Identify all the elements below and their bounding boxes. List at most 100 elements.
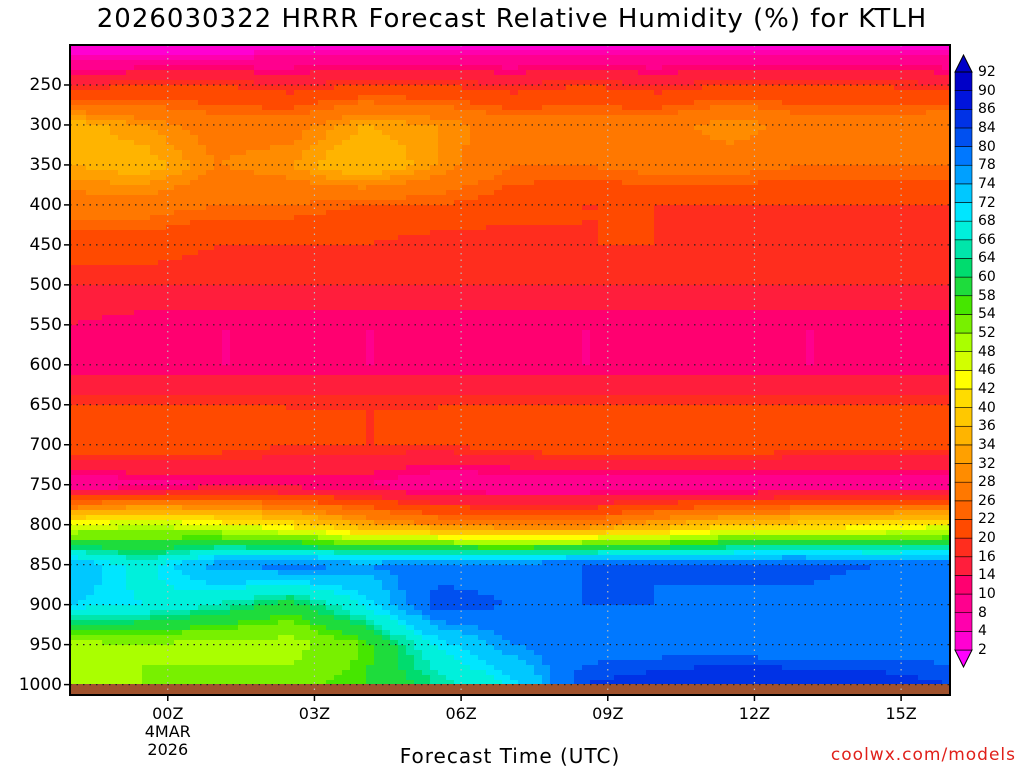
rh-cell	[406, 200, 415, 206]
rh-cell	[830, 100, 839, 106]
rh-cell	[742, 175, 751, 181]
rh-cell	[190, 150, 199, 156]
rh-cell	[438, 250, 447, 256]
rh-cell	[502, 105, 511, 111]
rh-cell	[462, 85, 471, 91]
rh-cell	[670, 85, 679, 91]
rh-cell	[614, 190, 623, 196]
rh-cell	[670, 225, 679, 231]
rh-cell	[206, 200, 215, 206]
rh-cell	[870, 55, 879, 61]
rh-cell	[526, 250, 535, 256]
rh-cell	[606, 130, 615, 136]
rh-cell	[374, 255, 383, 261]
rh-cell	[742, 200, 751, 206]
rh-cell	[150, 215, 159, 221]
rh-cell	[838, 60, 847, 66]
rh-cell	[574, 205, 583, 211]
rh-cell	[254, 115, 263, 121]
rh-cell	[846, 185, 855, 191]
rh-cell	[238, 255, 247, 261]
rh-cell	[294, 110, 303, 116]
rh-cell	[694, 260, 703, 266]
rh-cell	[366, 245, 375, 251]
rh-cell	[238, 215, 247, 221]
rh-cell	[302, 240, 311, 246]
rh-cell	[766, 175, 775, 181]
rh-cell	[70, 55, 79, 61]
rh-cell	[726, 140, 735, 146]
rh-cell	[550, 205, 559, 211]
rh-cell	[254, 65, 263, 71]
rh-cell	[238, 250, 247, 256]
rh-cell	[398, 245, 407, 251]
rh-cell	[630, 245, 639, 251]
rh-cell	[110, 95, 119, 101]
rh-cell	[254, 240, 263, 246]
rh-cell	[150, 150, 159, 156]
rh-cell	[174, 140, 183, 146]
rh-cell	[190, 75, 199, 81]
rh-cell	[598, 80, 607, 86]
rh-cell	[582, 255, 591, 261]
rh-cell	[470, 140, 479, 146]
rh-cell	[590, 225, 599, 231]
rh-cell	[486, 80, 495, 86]
rh-cell	[598, 140, 607, 146]
rh-cell	[742, 155, 751, 161]
rh-cell	[462, 240, 471, 246]
rh-cell	[102, 200, 111, 206]
rh-cell	[446, 195, 455, 201]
rh-cell	[910, 260, 919, 266]
rh-cell	[502, 155, 511, 161]
rh-cell	[174, 90, 183, 96]
rh-cell	[838, 125, 847, 131]
rh-cell	[238, 185, 247, 191]
rh-cell	[94, 135, 103, 141]
rh-cell	[894, 185, 903, 191]
rh-cell	[606, 205, 615, 211]
rh-cell	[574, 145, 583, 151]
rh-cell	[638, 135, 647, 141]
rh-cell	[494, 245, 503, 251]
rh-cell	[382, 190, 391, 196]
rh-cell	[854, 215, 863, 221]
rh-cell	[846, 170, 855, 176]
rh-cell	[174, 165, 183, 171]
rh-cell	[910, 195, 919, 201]
rh-cell	[646, 70, 655, 76]
rh-cell	[326, 255, 335, 261]
rh-cell	[86, 45, 95, 51]
rh-cell	[430, 145, 439, 151]
rh-cell	[70, 85, 79, 91]
rh-cell	[342, 125, 351, 131]
rh-cell	[662, 85, 671, 91]
rh-cell	[630, 45, 639, 51]
rh-cell	[446, 165, 455, 171]
rh-cell	[582, 200, 591, 206]
rh-cell	[870, 125, 879, 131]
rh-cell	[462, 115, 471, 121]
rh-cell	[262, 165, 271, 171]
rh-cell	[542, 195, 551, 201]
rh-cell	[198, 90, 207, 96]
rh-cell	[462, 95, 471, 101]
rh-cell	[254, 130, 263, 136]
rh-cell	[382, 110, 391, 116]
rh-cell	[774, 195, 783, 201]
rh-cell	[774, 180, 783, 186]
rh-cell	[94, 85, 103, 91]
rh-cell	[694, 220, 703, 226]
rh-cell	[318, 135, 327, 141]
rh-cell	[462, 235, 471, 241]
rh-cell	[830, 110, 839, 116]
rh-cell	[846, 80, 855, 86]
rh-cell	[350, 85, 359, 91]
rh-cell	[606, 95, 615, 101]
rh-cell	[286, 130, 295, 136]
rh-cell	[638, 250, 647, 256]
rh-cell	[462, 75, 471, 81]
rh-cell	[902, 110, 911, 116]
rh-cell	[182, 175, 191, 181]
rh-cell	[238, 270, 247, 276]
